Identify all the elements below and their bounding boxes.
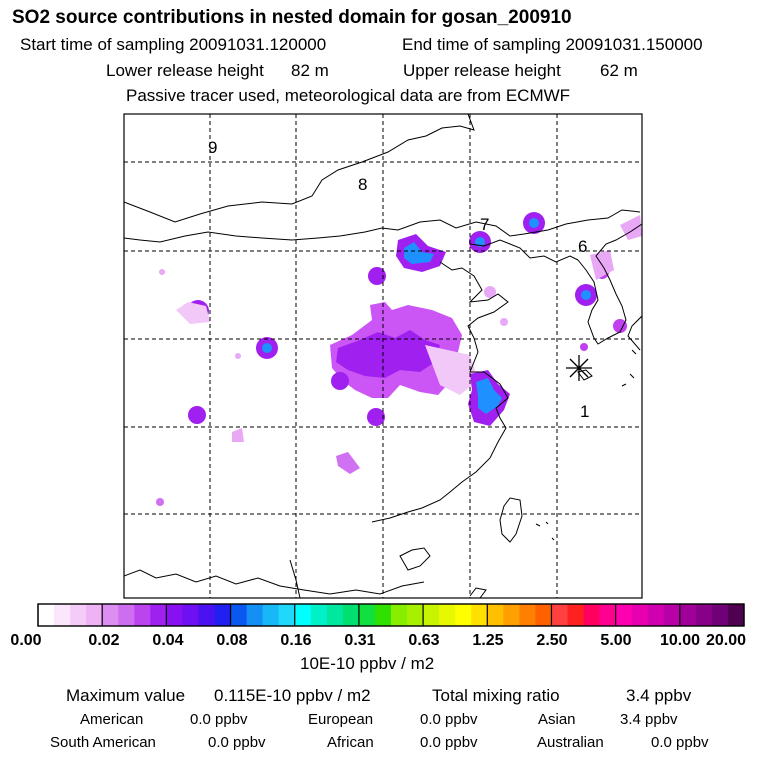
map-frame (123, 113, 643, 599)
grid-label: 8 (358, 175, 367, 194)
plume-central-core (336, 330, 440, 378)
colorbar-tick: 0.31 (344, 632, 376, 649)
receptor-asterisk-marker (566, 355, 592, 381)
total-mixing-label: Total mixing ratio (432, 686, 560, 705)
plume-beijing-core (404, 242, 434, 264)
region-name: European (308, 711, 374, 728)
colorbar-swatch (214, 604, 231, 626)
colorbar-tick: 0.08 (216, 632, 248, 649)
colorbar-unit: 10E-10 ppbv / m2 (300, 654, 435, 673)
plume-light-west (425, 345, 478, 395)
colorbar-swatch (38, 604, 55, 626)
grid-label: 1 (580, 402, 589, 421)
max-value: 0.115E-10 ppbv / m2 (214, 686, 371, 705)
colorbar-swatch (647, 604, 665, 626)
colorbar-swatch (230, 604, 247, 626)
lat-lon-grid (124, 114, 642, 598)
colorbar-swatch (551, 604, 568, 626)
colorbar-tick: 10.00 (659, 632, 701, 649)
colorbar-swatch (70, 604, 87, 626)
grid-label: 9 (208, 138, 217, 157)
colorbar-swatch (567, 604, 584, 626)
start-time: Start time of sampling 20091031.120000 (20, 35, 327, 54)
colorbar-tick: 0.00 (10, 632, 42, 649)
colorbar-swatch (583, 604, 600, 626)
colorbar-swatch (679, 604, 697, 626)
colorbar-swatch (727, 604, 745, 626)
region-name: American (80, 711, 144, 728)
upper-release-value: 62 m (600, 61, 638, 80)
end-time: End time of sampling 20091031.150000 (402, 35, 703, 54)
colorbar-swatch (599, 604, 617, 626)
region-name: Australian (537, 734, 604, 751)
region-value: 0.0 ppbv (420, 734, 478, 751)
colorbar (37, 603, 745, 627)
max-value-label: Maximum value (66, 686, 186, 705)
region-value: 0.0 ppbv (208, 734, 266, 751)
colorbar-swatch (519, 604, 536, 626)
colorbar-frame (37, 603, 745, 627)
colorbar-tick: 0.04 (152, 632, 184, 649)
colorbar-swatch (150, 604, 167, 626)
colorbar-tick: 0.63 (408, 632, 440, 649)
colorbar-swatch (663, 604, 681, 626)
region-name: South American (50, 734, 156, 751)
colorbar-swatch (423, 604, 440, 626)
colorbar-swatch (695, 604, 713, 626)
colorbar-swatch (134, 604, 151, 626)
grid-label: 7 (480, 215, 489, 234)
colorbar-swatch (358, 604, 376, 626)
colorbar-swatch (439, 604, 456, 626)
colorbar-swatch (182, 604, 199, 626)
colorbar-tick: 0.02 (88, 632, 120, 649)
colorbar-swatch (711, 604, 729, 626)
colorbar-swatch (294, 604, 312, 626)
colorbar-swatch (342, 604, 360, 626)
colorbar-swatch (278, 604, 296, 626)
colorbar-swatch (455, 604, 472, 626)
colorbar-swatch (102, 604, 119, 626)
region-name: African (327, 734, 374, 751)
lower-release-label: Lower release height (106, 61, 264, 80)
colorbar-tick: 2.50 (536, 632, 568, 649)
colorbar-swatch (407, 604, 424, 626)
colorbar-swatch (166, 604, 183, 626)
total-mixing-value: 3.4 ppbv (626, 686, 692, 705)
colorbar-swatch (54, 604, 71, 626)
tracer-note: Passive tracer used, meteorological data… (126, 86, 571, 105)
plume-shanghai-core (476, 378, 502, 414)
grid-label: 6 (578, 237, 587, 256)
plume-layer (156, 212, 642, 506)
colorbar-swatch (198, 604, 215, 626)
region-value: 0.0 ppbv (420, 711, 478, 728)
region-value: 3.4 ppbv (620, 711, 678, 728)
upper-release-label: Upper release height (403, 61, 561, 80)
region-value: 0.0 ppbv (651, 734, 709, 751)
region-name: Asian (538, 711, 576, 728)
region-value: 0.0 ppbv (190, 711, 248, 728)
colorbar-swatch (86, 604, 103, 626)
colorbar-swatch (471, 604, 488, 626)
colorbar-swatch (246, 604, 264, 626)
colorbar-tick: 1.25 (472, 632, 504, 649)
colorbar-tick: 20.00 (705, 632, 747, 649)
figure-title: SO2 source contributions in nested domai… (12, 7, 572, 28)
colorbar-swatch (391, 604, 408, 626)
lower-release-value: 82 m (291, 61, 329, 80)
colorbar-swatch (118, 604, 135, 626)
colorbar-tick: 5.00 (600, 632, 632, 649)
colorbar-swatch (631, 604, 649, 626)
colorbar-swatch (374, 604, 392, 626)
colorbar-swatch (615, 604, 633, 626)
colorbar-tick: 0.16 (280, 632, 312, 649)
colorbar-swatch (310, 604, 328, 626)
colorbar-swatch (262, 604, 280, 626)
colorbar-swatch (326, 604, 344, 626)
coastlines (124, 114, 642, 598)
colorbar-swatch (503, 604, 520, 626)
colorbar-swatch (535, 604, 552, 626)
colorbar-swatch (487, 604, 504, 626)
